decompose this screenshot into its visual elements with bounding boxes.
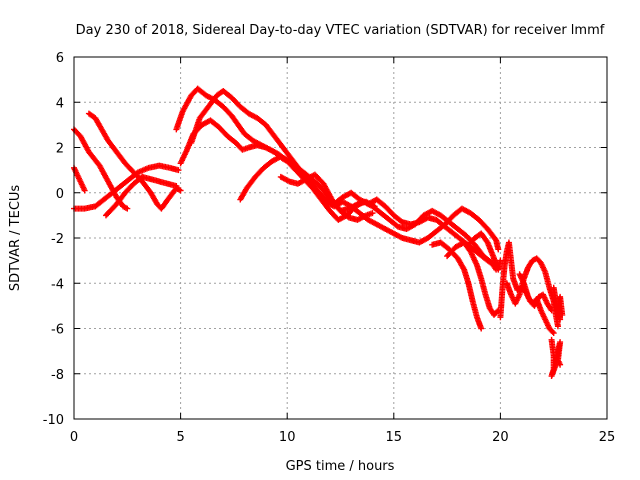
y-tick-label: -8 [51,368,64,383]
y-tick-label: 0 [56,187,64,202]
y-tick-label: 4 [56,96,64,111]
series-track-12 [444,239,502,318]
data-points [71,85,566,380]
chart-title: Day 230 of 2018, Sidereal Day-to-day VTE… [76,23,605,38]
data-point [550,330,557,337]
data-point [554,323,561,330]
series-track-6 [173,85,500,273]
data-point [175,167,182,174]
x-tick-label: 0 [70,430,78,445]
series-track-9 [237,153,376,223]
x-tick-label: 25 [599,430,616,445]
y-tick-label: 6 [56,51,64,66]
y-tick-label: 2 [56,142,64,157]
y-tick-label: -4 [51,277,64,292]
data-point [173,182,180,189]
x-tick-label: 5 [176,430,184,445]
data-point [124,205,131,212]
data-point [177,187,184,194]
x-tick-label: 15 [386,430,403,445]
series-track-16 [516,271,557,337]
series-track-4 [85,110,184,212]
data-point [495,246,502,253]
series-track-17 [548,336,564,380]
series-track-18 [550,284,566,323]
series-track-10 [277,171,378,214]
data-point [557,361,564,368]
y-axis-label: SDTVAR / TECUs [8,185,23,292]
series-track-11 [429,239,485,332]
x-tick-label: 10 [279,430,296,445]
data-point [549,328,556,335]
y-tick-label: -6 [51,323,64,338]
data-point [81,187,88,194]
series-track-1 [71,126,131,212]
series-track-13 [465,230,504,273]
grid-lines [74,57,607,419]
series-track-14 [497,239,555,321]
data-point [494,308,501,315]
data-point [478,325,485,332]
y-tick-label: -10 [43,413,64,428]
series-track-2 [71,164,88,194]
x-tick-label: 20 [492,430,509,445]
series-track-5 [102,173,180,219]
data-point [559,311,566,318]
data-point [371,203,378,210]
x-axis-label: GPS time / hours [286,459,395,474]
data-point [369,210,376,217]
axis-ticks: 0 5 10 15 20 25 -10 -8 -6 -4 -2 0 2 4 6 [43,51,616,445]
y-tick-label: -2 [51,232,64,247]
